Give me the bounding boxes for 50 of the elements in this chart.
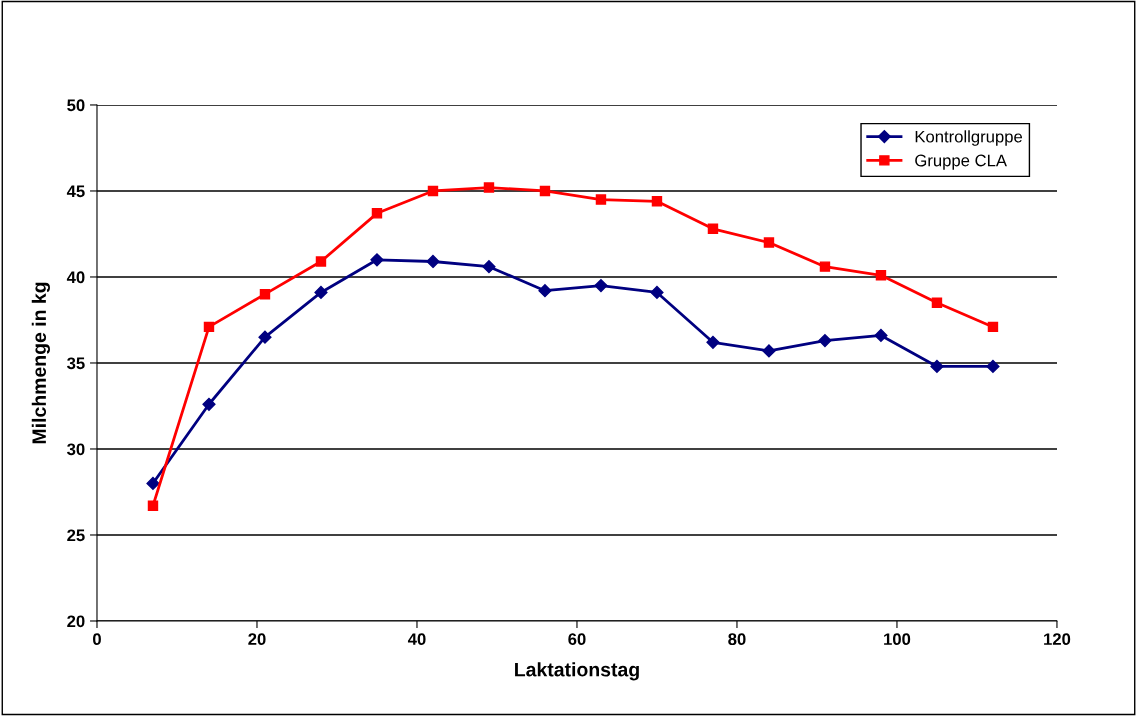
legend-label: Gruppe CLA	[915, 154, 1007, 170]
point	[314, 285, 328, 300]
point	[258, 330, 272, 344]
point	[763, 237, 775, 248]
y-tick-label: 45	[66, 185, 85, 198]
point	[538, 284, 552, 298]
point	[202, 397, 216, 411]
point	[762, 344, 776, 358]
point	[651, 196, 663, 207]
x-tick-label: 60	[568, 633, 586, 646]
y-tick-label: 40	[66, 271, 85, 284]
point	[203, 321, 215, 333]
point	[594, 278, 608, 293]
point	[315, 256, 327, 267]
y-tick-label: 30	[67, 443, 85, 456]
x-tick-label: 0	[93, 633, 101, 646]
point	[426, 254, 440, 269]
point	[875, 270, 887, 281]
point	[706, 335, 720, 349]
point	[259, 288, 271, 300]
point	[707, 223, 719, 235]
y-tick-label: 50	[67, 99, 85, 112]
y-tick-label: 20	[67, 615, 85, 628]
y-axis-title: Milchmenge in kg	[31, 282, 50, 444]
point	[931, 297, 943, 308]
point	[147, 500, 159, 511]
point	[987, 321, 999, 333]
x-axis-title: Laktationstag	[515, 662, 639, 681]
point	[371, 208, 383, 219]
x-tick-label: 100	[884, 633, 911, 646]
y-tick-label: 35	[67, 357, 85, 370]
point	[146, 476, 160, 490]
x-tick-label: 20	[248, 633, 266, 646]
point	[650, 285, 664, 300]
x-tick-label: 40	[407, 633, 426, 646]
point	[427, 185, 439, 197]
y-tick-label: 25	[67, 529, 85, 542]
point	[819, 261, 831, 272]
legend-label: Kontrollgruppe	[915, 130, 1023, 146]
point	[818, 334, 832, 348]
point	[483, 182, 495, 193]
point	[370, 253, 384, 267]
point	[539, 185, 551, 197]
point	[986, 359, 1000, 374]
x-tick-label: 120	[1044, 633, 1071, 646]
point	[930, 359, 944, 374]
point	[482, 260, 496, 274]
point	[595, 194, 607, 205]
point	[874, 328, 888, 343]
x-tick-label: 80	[728, 633, 746, 646]
